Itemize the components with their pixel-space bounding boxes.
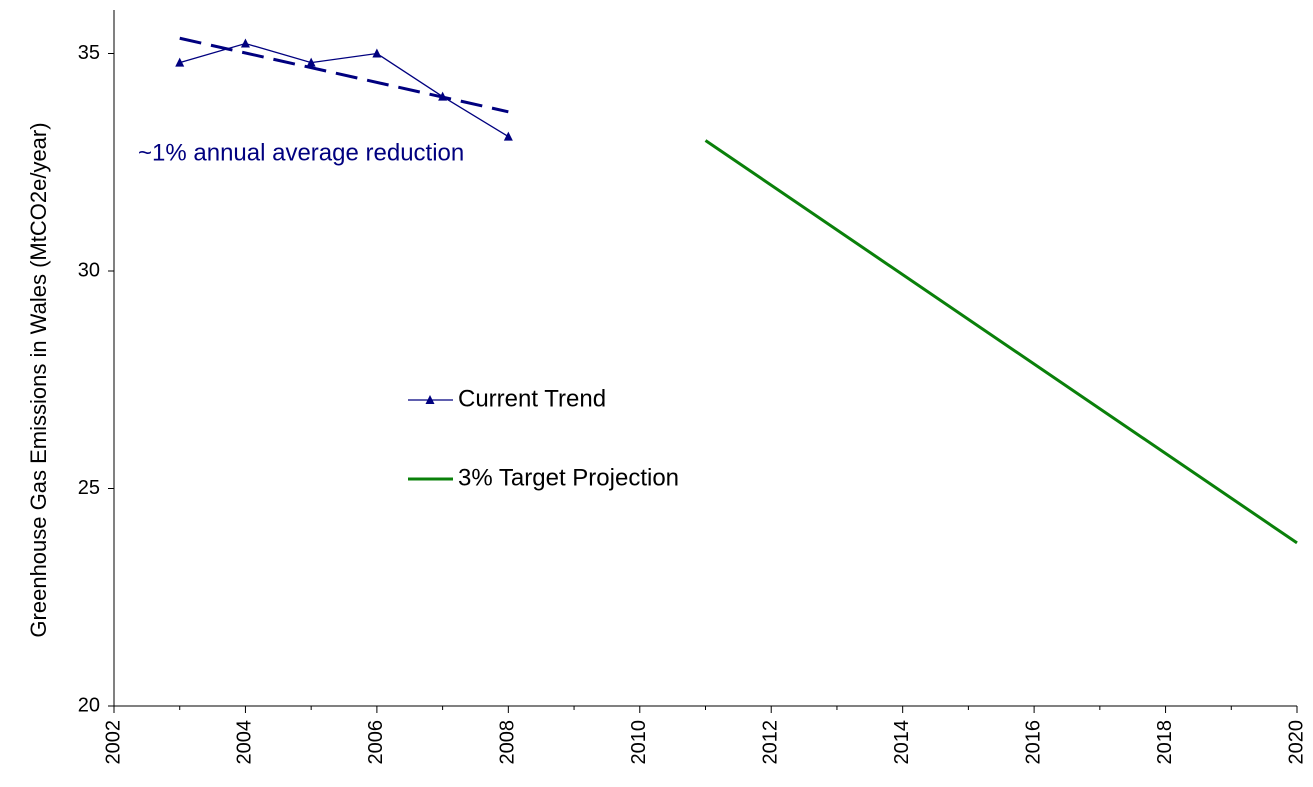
legend-marker	[425, 395, 435, 404]
y-tick-label: 35	[78, 42, 100, 64]
annotation: ~1% annual average reduction	[138, 139, 464, 166]
x-tick-label: 2002	[102, 720, 124, 765]
y-tick-label: 20	[78, 694, 100, 716]
legend-label: 3% Target Projection	[458, 464, 679, 491]
series-line	[704, 139, 1298, 545]
x-tick-label: 2012	[760, 720, 782, 765]
trendline	[179, 36, 509, 114]
x-tick-label: 2020	[1285, 720, 1307, 765]
marker	[240, 38, 250, 48]
marker	[306, 57, 316, 67]
y-tick-label: 25	[78, 477, 100, 499]
marker	[503, 131, 513, 141]
x-tick-label: 2004	[234, 720, 256, 765]
y-tick-label: 30	[78, 259, 100, 281]
x-tick-label: 2008	[497, 720, 519, 765]
x-tick-label: 2016	[1022, 720, 1044, 765]
x-tick-label: 2006	[365, 720, 387, 765]
marker	[372, 48, 382, 58]
x-tick-label: 2010	[628, 720, 650, 765]
legend-label: Current Trend	[458, 385, 606, 412]
x-tick-label: 2014	[891, 720, 913, 765]
x-tick-label: 2018	[1154, 720, 1176, 765]
y-axis-label: Greenhouse Gas Emissions in Wales (MtCO2…	[26, 122, 51, 637]
series-line	[179, 42, 509, 138]
marker	[438, 91, 448, 101]
marker	[175, 57, 185, 67]
